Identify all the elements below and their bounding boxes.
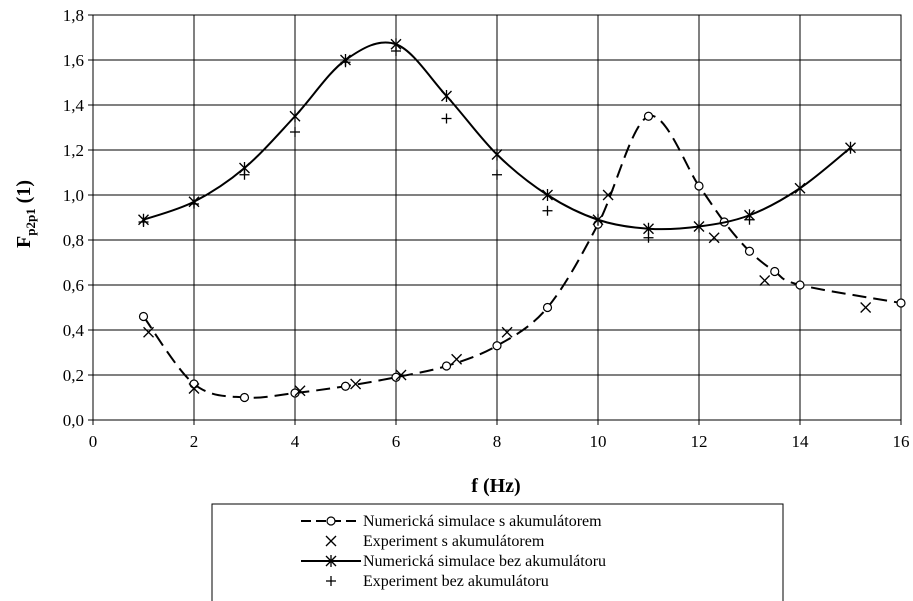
data-point (391, 46, 401, 56)
y-tick-label: 0,6 (63, 276, 84, 295)
data-point (643, 232, 654, 243)
series-3 (138, 46, 755, 243)
data-point (794, 182, 806, 195)
grid-lines (92, 14, 902, 421)
data-point (340, 57, 351, 68)
data-point (602, 189, 614, 201)
data-point (693, 220, 705, 233)
data-point (708, 232, 720, 244)
x-tick-label: 8 (493, 432, 502, 451)
data-point (643, 111, 654, 121)
svg-text:Fp2p1 (1): Fp2p1 (1) (13, 180, 38, 248)
legend-swatch-marker (325, 535, 337, 547)
x-tick-label: 12 (691, 432, 708, 451)
data-point (744, 246, 755, 256)
data-point (138, 311, 149, 322)
x-tick-label: 10 (590, 432, 607, 451)
legend-item: Numerická simulace bez akumulátoru (301, 553, 606, 570)
y-tick-label: 0,8 (63, 231, 84, 250)
y-tick-label: 1,6 (63, 51, 84, 70)
data-point (294, 385, 306, 397)
data-point (441, 113, 452, 124)
y-tick-label: 1,0 (63, 186, 84, 205)
y-axis-title-unit: (1) (13, 180, 35, 208)
data-point (770, 266, 780, 277)
legend: Numerická simulace s akumulátorem Experim… (211, 503, 784, 601)
legend-swatch-marker (326, 576, 336, 586)
y-tick-label: 1,4 (63, 96, 85, 115)
data-point (542, 189, 553, 201)
data-point (896, 298, 906, 308)
legend-swatch-marker (326, 516, 336, 526)
data-point (290, 388, 300, 398)
x-tick-label: 2 (190, 432, 199, 451)
data-point (391, 372, 401, 382)
data-point (592, 213, 604, 226)
x-tick-label: 16 (893, 432, 910, 451)
y-tick-label: 0,2 (63, 366, 84, 385)
data-point (501, 326, 513, 338)
data-point (795, 280, 805, 290)
data-point (441, 361, 452, 371)
x-tick-label: 14 (792, 432, 810, 451)
plot-area (138, 38, 906, 403)
data-point (441, 90, 452, 102)
data-point (290, 127, 300, 137)
data-point (189, 199, 199, 209)
legend-label: Experiment bez akumulátoru (363, 573, 549, 590)
data-point (451, 353, 463, 365)
y-axis-title-subscript: p2p1 (23, 208, 38, 235)
data-point (542, 302, 553, 313)
data-point (189, 379, 199, 389)
data-point (395, 369, 407, 381)
x-tick-label: 6 (392, 432, 401, 451)
series-0 (138, 111, 906, 403)
x-tick-label: 4 (291, 432, 300, 451)
legend-item: Numerická simulace s akumulátorem (301, 513, 602, 530)
series-2 (138, 38, 856, 235)
data-point (542, 205, 553, 216)
y-tick-label: 0,0 (63, 411, 84, 430)
x-axis-title: f (Hz) (471, 475, 520, 497)
data-point (239, 392, 250, 403)
data-point (744, 214, 755, 225)
y-tick-label: 1,8 (63, 6, 84, 25)
axes (88, 14, 902, 425)
data-point (845, 141, 856, 154)
legend-label: Numerická simulace s akumulátorem (363, 513, 602, 530)
data-point (340, 381, 351, 391)
data-point (350, 378, 362, 390)
data-point (289, 110, 301, 123)
legend-swatch-marker (325, 555, 337, 567)
legend-label: Numerická simulace bez akumulátoru (363, 553, 606, 570)
data-point (492, 169, 502, 180)
tick-labels: 0 2 4 6 8 10 12 14 16 0,0 0,2 0,4 0,6 0,8 1,0 1,2 1,4 1,6… (63, 6, 910, 451)
y-axis-title-main: F (13, 236, 35, 248)
series-1 (143, 189, 872, 397)
data-point (759, 275, 771, 286)
legend-label: Experiment s akumulátorem (363, 533, 545, 550)
y-axis-title: Fp2p1 (1) (13, 180, 38, 248)
data-point (694, 181, 704, 191)
data-point (492, 341, 502, 351)
y-tick-label: 0,4 (63, 321, 85, 340)
y-tick-label: 1,2 (63, 141, 84, 160)
data-point (188, 383, 200, 394)
series-line (142, 115, 902, 399)
data-point (143, 326, 155, 338)
x-tick-label: 0 (89, 432, 98, 451)
data-point (860, 302, 872, 313)
data-point (491, 148, 503, 161)
legend-item: Experiment s akumulátorem (325, 533, 545, 550)
legend-item: Experiment bez akumulátoru (326, 573, 549, 590)
data-point (138, 217, 149, 227)
data-point (239, 169, 250, 180)
